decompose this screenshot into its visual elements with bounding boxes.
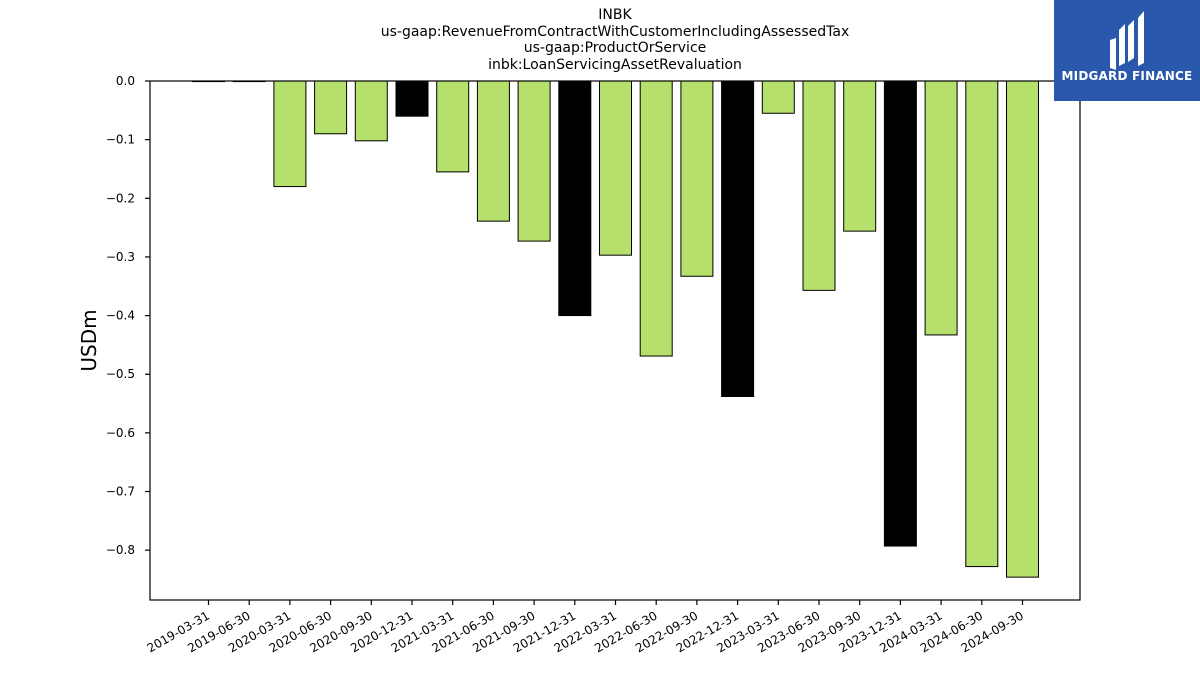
bar <box>1006 80 1039 578</box>
bar <box>273 80 307 188</box>
bar <box>599 80 632 256</box>
chart-title-line: us-gaap:ProductOrService <box>523 40 707 56</box>
bar <box>680 80 714 277</box>
bar <box>517 80 551 242</box>
logo-mark-icon <box>1110 11 1144 70</box>
bar <box>639 80 673 357</box>
y-tick-label: −0.3 <box>106 250 135 264</box>
bar <box>314 80 348 135</box>
bar <box>436 80 470 173</box>
bar <box>843 80 877 232</box>
bar <box>395 80 429 117</box>
bar <box>558 80 592 317</box>
bar <box>965 80 999 568</box>
chart-title-line: us-gaap:RevenueFromContractWithCustomerI… <box>380 24 850 40</box>
bar <box>883 80 917 547</box>
bar <box>802 80 836 291</box>
chart-title-line: inbk:LoanServicingAssetRevaluation <box>488 57 742 73</box>
brand-name: MIDGARD FINANCE <box>1061 69 1193 83</box>
bar <box>761 80 795 114</box>
brand-logo: MIDGARD FINANCE <box>1054 0 1200 101</box>
y-tick-label: −0.6 <box>106 426 135 440</box>
bar <box>476 80 510 222</box>
chart-title-line: INBK <box>598 7 632 23</box>
y-axis-label: USDm <box>77 309 101 371</box>
y-tick-label: −0.1 <box>106 133 135 147</box>
y-tick-label: −0.8 <box>106 543 135 557</box>
bar <box>721 80 755 398</box>
y-tick-label: −0.4 <box>106 309 135 323</box>
bar <box>924 80 958 336</box>
y-tick-label: 0.0 <box>116 74 135 88</box>
y-tick-label: −0.2 <box>106 191 135 205</box>
bar <box>354 80 388 142</box>
plot-frame <box>149 80 1081 601</box>
y-tick-label: −0.5 <box>106 367 135 381</box>
y-tick-label: −0.7 <box>106 485 135 499</box>
